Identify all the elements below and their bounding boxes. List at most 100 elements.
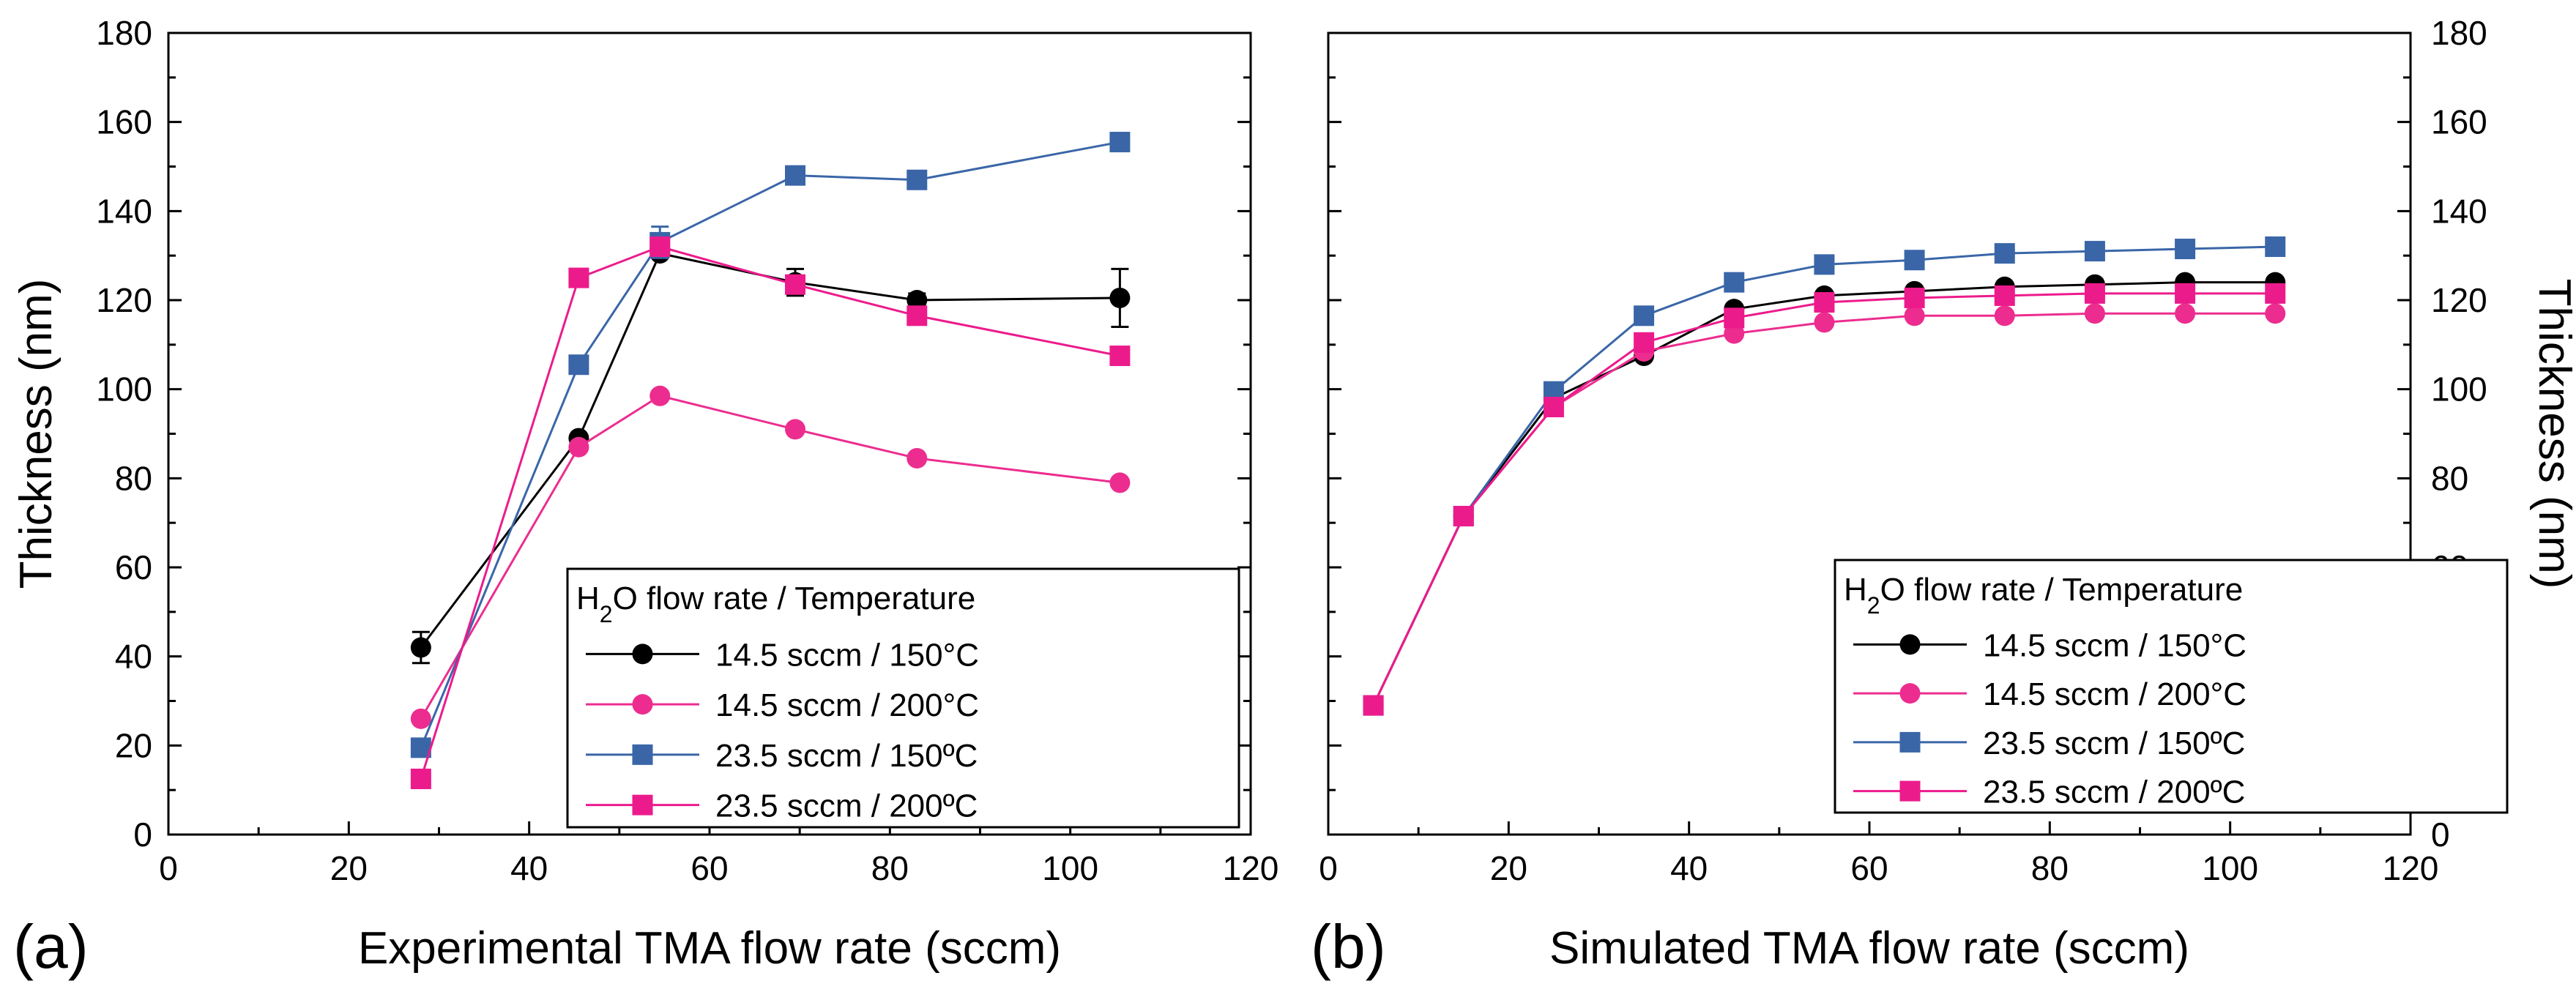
y-tick-label: 80 [115, 459, 152, 497]
legend-swatch-marker [632, 794, 653, 816]
data-point [1634, 305, 1655, 327]
x-tick-label: 120 [2383, 849, 2439, 887]
legend-box [566, 567, 1240, 829]
series-line [420, 141, 1120, 748]
data-point [785, 419, 806, 440]
y-tick-label: 0 [133, 816, 152, 854]
y-tick-label: 40 [115, 638, 152, 676]
x-tick-label: 20 [1490, 849, 1527, 887]
data-point [2084, 283, 2105, 304]
legend-title-subscript: 2 [1867, 592, 1880, 619]
data-point [568, 267, 589, 288]
y-axis-label: Thickness (nm) [2529, 279, 2576, 589]
data-point [1994, 285, 2015, 306]
panel-a: 0 20 40 60 80 100 120 0 20 40 60 80 100 120 140 160 180 E… [11, 14, 1278, 981]
legend-title-prefix: H [576, 581, 600, 616]
x-tick-label: 20 [330, 849, 368, 887]
panel-letter: (b) [1311, 912, 1386, 981]
data-point [2265, 303, 2286, 324]
data-point [2175, 239, 2196, 260]
data-point [1543, 397, 1564, 417]
y-tick-label: 100 [96, 370, 152, 408]
data-point [907, 305, 928, 327]
data-point [2265, 236, 2286, 257]
x-tick-label: 120 [1223, 849, 1279, 887]
data-point [1724, 272, 1745, 293]
data-point [2175, 283, 2196, 304]
y-tick-label: 80 [2431, 459, 2468, 497]
y-tick-label: 120 [2431, 281, 2487, 319]
data-point [2084, 241, 2105, 262]
data-point [1453, 506, 1474, 527]
y-axis-label: Thickness (nm) [11, 279, 62, 589]
x-tick-label: 0 [1319, 849, 1338, 887]
y-tick-label: 20 [115, 726, 152, 764]
legend-title: H2O flow rate / Temperature [1844, 572, 2243, 619]
data-point [1109, 287, 1131, 308]
data-point [907, 447, 928, 469]
data-point [1814, 312, 1835, 333]
legend-label: 14.5 sccm / 150°C [715, 637, 979, 673]
y-tick-label: 180 [2431, 14, 2487, 52]
legend-title-suffix: O flow rate / Temperature [613, 581, 976, 616]
y-tick-label: 60 [115, 548, 152, 586]
legend: H2O flow rate / Temperature 14.5 sccm / 1… [566, 567, 1240, 829]
x-tick-label: 40 [1670, 849, 1708, 887]
data-point [785, 165, 806, 186]
panel-b: 020406080100120020406080100120140160180S… [1311, 14, 2576, 981]
data-point [1363, 695, 1384, 716]
legend-label: 14.5 sccm / 200°C [1983, 676, 2246, 712]
x-tick-label: 40 [510, 849, 548, 887]
data-point [649, 236, 671, 257]
data-point [1904, 250, 1925, 271]
x-tick-label: 0 [159, 849, 178, 887]
x-axis-label: Experimental TMA flow rate (sccm) [358, 923, 1061, 974]
x-axis-label: Simulated TMA flow rate (sccm) [1549, 923, 2189, 974]
legend: H2O flow rate / Temperature 14.5 sccm / 1… [1834, 559, 2509, 814]
x-tick-label: 60 [1850, 849, 1888, 887]
x-tick-label: 80 [871, 849, 909, 887]
legend-swatch-marker [632, 694, 653, 715]
data-point [1109, 472, 1131, 493]
data-point [410, 768, 431, 789]
x-tick-label: 60 [690, 849, 728, 887]
legend-label: 14.5 sccm / 150°C [1983, 627, 2246, 663]
series-line [420, 245, 1120, 780]
legend-swatch-marker [632, 744, 653, 765]
y-tick-label: 0 [2431, 816, 2450, 854]
data-point [1109, 132, 1131, 153]
legend-title: H2O flow rate / Temperature [576, 581, 975, 627]
legend-swatch-marker [1899, 683, 1921, 704]
series-line [420, 395, 1120, 720]
data-point [907, 290, 928, 310]
y-tick-label: 140 [96, 192, 152, 230]
legend-label: 23.5 sccm / 150ºC [715, 738, 978, 774]
series-2 [410, 132, 1131, 758]
data-point [907, 169, 928, 190]
data-point [410, 637, 431, 658]
legend-title-prefix: H [1844, 572, 1867, 608]
data-point [649, 385, 671, 406]
data-point [1634, 332, 1655, 353]
legend-title-subscript: 2 [600, 601, 613, 627]
y-tick-label: 160 [96, 103, 152, 141]
series-3 [410, 236, 1131, 789]
y-tick-label: 180 [96, 14, 152, 52]
data-point [568, 354, 589, 376]
panel-letter: (a) [13, 912, 89, 981]
y-tick-label: 160 [2431, 103, 2487, 141]
data-point [785, 274, 806, 295]
data-point [1814, 254, 1835, 275]
legend-label: 23.5 sccm / 200ºC [1983, 775, 2245, 810]
data-point [2265, 283, 2286, 304]
data-point [2084, 303, 2105, 324]
legend-label: 23.5 sccm / 200ºC [715, 788, 978, 824]
x-tick-label: 100 [1042, 849, 1098, 887]
data-point [2175, 303, 2196, 324]
data-point [1724, 323, 1745, 344]
data-point [1109, 346, 1131, 367]
legend-label: 23.5 sccm / 150ºC [1983, 725, 2245, 761]
x-tick-label: 80 [2031, 849, 2069, 887]
data-point [1724, 307, 1745, 329]
